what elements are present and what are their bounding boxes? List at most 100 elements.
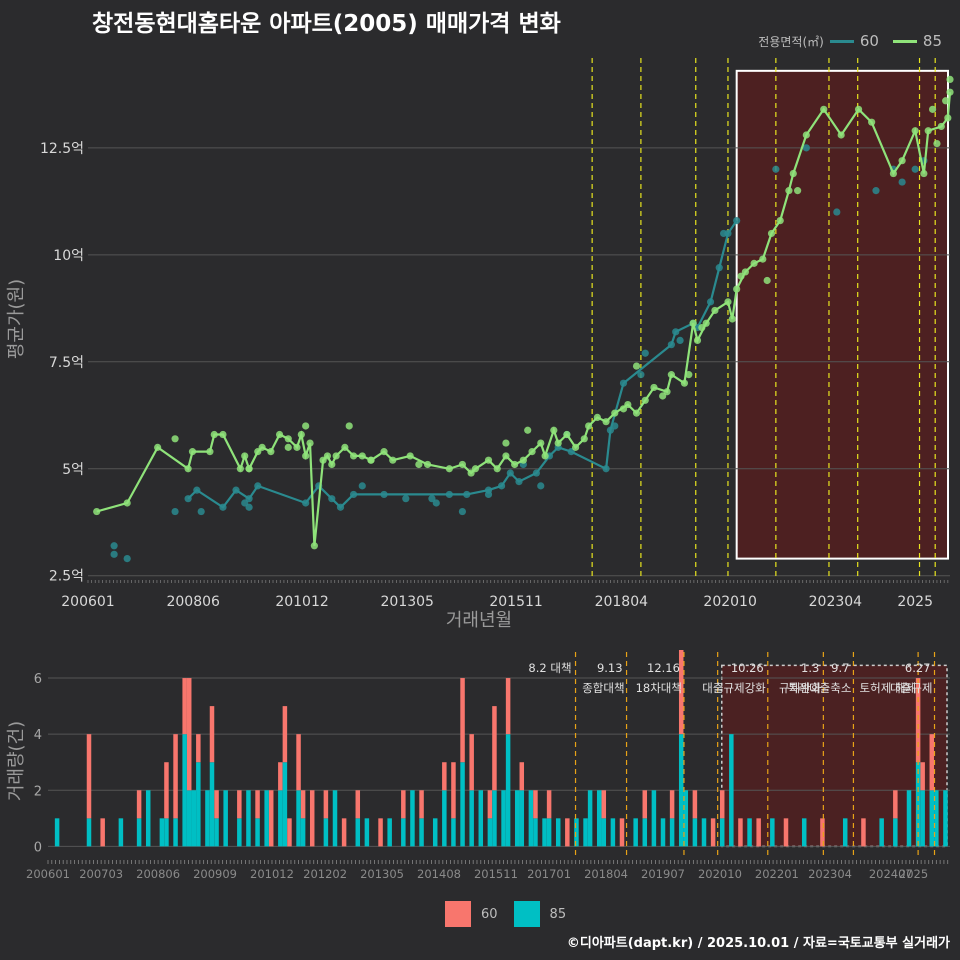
data-point-85 (776, 216, 784, 225)
data-point-85 (524, 426, 532, 434)
data-point-60 (898, 178, 906, 186)
data-point-85 (458, 460, 467, 469)
volume-y-tick-label: 6 (34, 672, 42, 687)
data-point-85 (297, 430, 305, 439)
policy-annotation-date: 9.7 (831, 661, 849, 675)
x-tick-label: 202304 (809, 594, 863, 610)
data-point-85 (332, 452, 340, 460)
volume-bar-60 (86, 734, 92, 819)
data-point-85 (310, 542, 318, 550)
data-point-85 (284, 435, 292, 443)
volume-y-tick-label: 2 (34, 784, 42, 799)
volume-y-tick-label: 0 (34, 840, 42, 855)
data-point-60 (184, 495, 192, 503)
volume-x-tick-label: 202201 (755, 867, 799, 881)
data-point-85 (406, 452, 414, 460)
data-point-85 (210, 430, 218, 439)
data-point-85 (680, 379, 689, 387)
volume-bar-85 (719, 818, 725, 847)
volume-bar-60 (533, 790, 538, 819)
data-point-85 (802, 131, 810, 139)
legend-box-85 (513, 901, 540, 927)
volume-x-tick-label: 200703 (79, 867, 123, 881)
data-point-60 (706, 298, 715, 306)
volume-bar-60 (929, 734, 935, 791)
data-point-85 (820, 105, 828, 113)
data-point-85 (667, 371, 675, 379)
data-point-85 (267, 448, 275, 456)
volume-bar-60 (692, 790, 698, 819)
volume-bar-85 (915, 762, 921, 847)
volume-bar-60 (678, 650, 684, 735)
volume-bar-60 (601, 790, 607, 819)
data-point-85 (585, 422, 593, 430)
volume-bar-60 (546, 790, 552, 819)
volume-x-tick-label: 201012 (250, 867, 294, 881)
data-point-85 (328, 460, 336, 469)
data-point-60 (872, 187, 880, 195)
volume-bar-60 (100, 818, 105, 847)
data-point-85 (471, 465, 480, 473)
x-tick-label: 201012 (275, 594, 328, 610)
data-point-85 (93, 507, 101, 516)
data-point-85 (911, 127, 919, 135)
volume-bar-85 (501, 790, 506, 847)
highlight-region (735, 69, 949, 560)
top-legend: 전용면적(㎡) 60 85 (758, 32, 950, 50)
data-point-85 (345, 422, 353, 430)
volume-bar-60 (300, 790, 306, 819)
data-point-60 (110, 542, 118, 550)
volume-bar-60 (710, 818, 716, 847)
data-point-85 (693, 336, 702, 344)
volume-bar-85 (669, 818, 675, 847)
volume-bar-85 (332, 790, 338, 847)
volume-bar-85 (442, 790, 447, 847)
volume-bar-85 (555, 818, 561, 847)
data-point-60 (328, 495, 336, 503)
volume-bar-60 (268, 790, 274, 847)
volume-x-tick-label: 200909 (193, 867, 237, 881)
volume-bar-60 (642, 790, 648, 819)
volume-bar-85 (182, 734, 187, 847)
volume-bar-85 (842, 818, 848, 847)
volume-bar-85 (642, 818, 648, 847)
data-point-60 (110, 550, 118, 558)
volume-x-tick-label: 202304 (808, 867, 852, 881)
volume-bar-60 (214, 790, 219, 819)
data-point-60 (772, 165, 780, 173)
volume-bar-60 (920, 762, 925, 791)
volume-bar-85 (683, 790, 689, 847)
volume-bar-85 (492, 790, 497, 847)
chart-title: 창전동현대홈타운 아파트(2005) 매매가격 변화 (92, 11, 561, 37)
volume-bar-85 (237, 818, 242, 847)
data-point-85 (650, 383, 658, 392)
data-point-85 (933, 139, 941, 148)
volume-bar-60 (355, 790, 361, 819)
volume-bar-85 (196, 762, 201, 847)
policy-annotation-date: 10.26 (731, 661, 764, 675)
legend-title: 전용면적(㎡) (758, 34, 824, 49)
data-point-85 (171, 435, 179, 443)
volume-bar-85 (264, 790, 269, 847)
data-point-85 (367, 456, 375, 464)
data-point-60 (833, 208, 841, 216)
data-point-85 (837, 131, 845, 139)
volume-bar-60 (255, 790, 260, 819)
data-point-85 (794, 187, 802, 195)
volume-bar-85 (186, 790, 192, 847)
volume-bar-85 (478, 790, 484, 847)
data-point-60 (402, 495, 410, 503)
data-point-60 (619, 379, 628, 387)
data-point-85 (258, 443, 266, 451)
volume-bar-60 (565, 818, 570, 847)
data-point-85 (188, 448, 197, 456)
data-point-85 (942, 97, 950, 105)
y-axis-title: 평균가(원) (6, 279, 27, 359)
data-point-60 (515, 477, 523, 486)
volume-bar-85 (246, 790, 251, 847)
volume-y-axis-title: 거래량(건) (6, 721, 27, 801)
data-point-85 (580, 435, 588, 443)
volume-bar-60 (282, 706, 288, 763)
x-tick-label: 201305 (381, 594, 434, 610)
